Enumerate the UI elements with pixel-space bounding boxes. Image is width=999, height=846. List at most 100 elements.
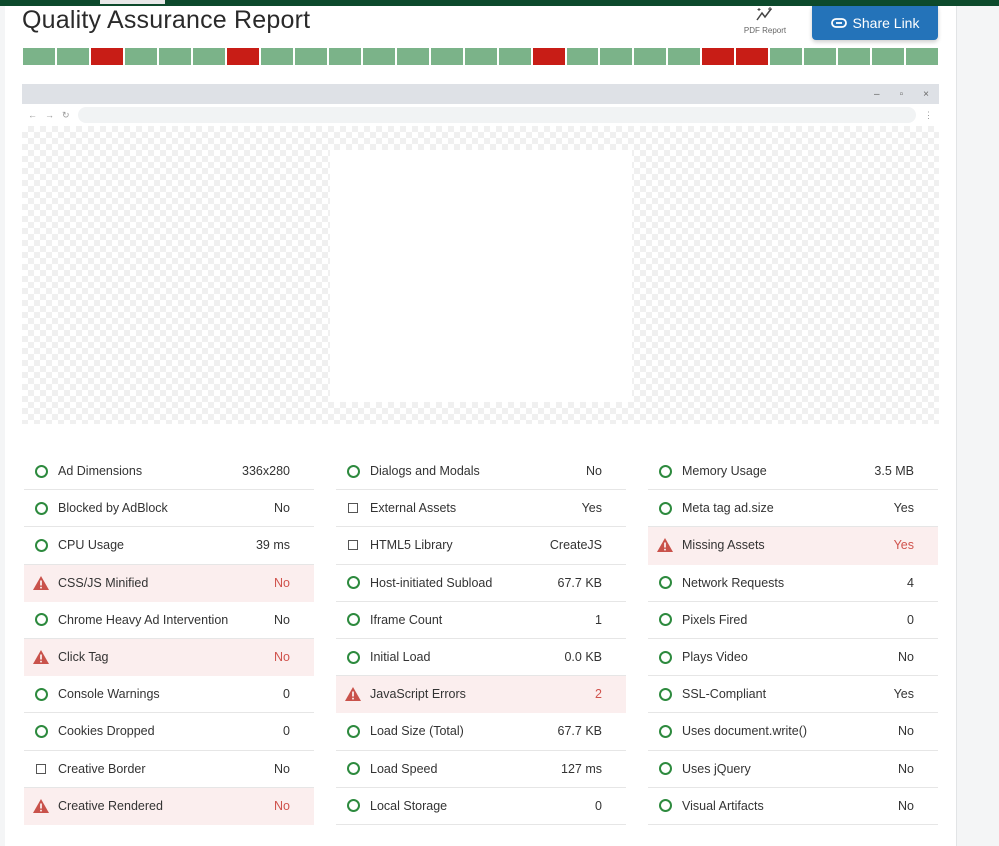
check-label: JavaScript Errors xyxy=(370,687,466,702)
minimize-icon[interactable]: – xyxy=(874,88,880,100)
pass-circle-icon xyxy=(656,762,674,776)
active-nav-tab[interactable] xyxy=(100,0,165,4)
check-row[interactable]: Visual Artifacts No xyxy=(648,788,938,825)
check-label: Ad Dimensions xyxy=(58,464,143,479)
url-input[interactable] xyxy=(77,107,916,123)
status-segment-fail[interactable] xyxy=(226,48,259,65)
check-value: No xyxy=(898,761,914,776)
status-segment-pass[interactable] xyxy=(872,48,905,65)
restore-icon[interactable]: ▫ xyxy=(899,88,904,100)
check-value: No xyxy=(898,798,914,813)
check-row[interactable]: Ad Dimensions 336x280 xyxy=(24,453,314,491)
check-row[interactable]: CSS/JS Minified No xyxy=(24,564,314,602)
status-segment-fail[interactable] xyxy=(532,48,565,65)
pass-circle-icon xyxy=(344,799,362,813)
status-segment-pass[interactable] xyxy=(294,48,327,65)
check-row[interactable]: Load Size (Total) 67.7 KB xyxy=(336,713,626,751)
status-segment-pass[interactable] xyxy=(600,48,633,65)
browser-address-bar: ← → ↻ ⋮ xyxy=(22,104,939,126)
status-segment-pass[interactable] xyxy=(56,48,89,65)
square-icon xyxy=(344,503,362,514)
check-row[interactable]: Memory Usage 3.5 MB xyxy=(648,453,938,491)
check-value: 4 xyxy=(907,575,914,590)
status-segment-pass[interactable] xyxy=(192,48,225,65)
check-row[interactable]: Local Storage 0 xyxy=(336,788,626,825)
check-row[interactable]: Cookies Dropped 0 xyxy=(24,713,314,751)
check-row[interactable]: Dialogs and Modals No xyxy=(336,453,626,491)
check-label: Meta tag ad.size xyxy=(682,501,774,516)
pass-circle-icon xyxy=(32,464,50,478)
status-segment-pass[interactable] xyxy=(566,48,599,65)
status-segment-pass[interactable] xyxy=(770,48,803,65)
pdf-report-button[interactable]: PDF Report xyxy=(735,6,795,35)
check-value: Yes xyxy=(893,538,914,553)
check-row[interactable]: Uses document.write() No xyxy=(648,713,938,751)
check-row[interactable]: Host-initiated Subload 67.7 KB xyxy=(336,565,626,602)
check-value: 1 xyxy=(595,612,602,627)
status-segment-pass[interactable] xyxy=(498,48,531,65)
check-row[interactable]: Creative Rendered No xyxy=(24,787,314,825)
check-row[interactable]: Blocked by AdBlock No xyxy=(24,490,314,528)
pass-circle-icon xyxy=(656,576,674,590)
check-value: Yes xyxy=(893,687,914,702)
pass-circle-icon xyxy=(656,687,674,701)
status-segment-pass[interactable] xyxy=(23,48,55,65)
status-segment-pass[interactable] xyxy=(362,48,395,65)
link-icon xyxy=(830,18,847,28)
check-row[interactable]: CPU Usage 39 ms xyxy=(24,527,314,565)
check-row[interactable]: Network Requests 4 xyxy=(648,565,938,602)
check-row[interactable]: JavaScript Errors 2 xyxy=(336,676,626,714)
check-row[interactable]: HTML5 Library CreateJS xyxy=(336,527,626,565)
check-label: CSS/JS Minified xyxy=(58,575,149,590)
menu-icon[interactable]: ⋮ xyxy=(924,109,933,120)
status-segment-pass[interactable] xyxy=(634,48,667,65)
status-segment-fail[interactable] xyxy=(736,48,769,65)
share-link-button[interactable]: Share Link xyxy=(812,6,938,40)
status-segment-pass[interactable] xyxy=(906,48,939,65)
check-row[interactable]: Meta tag ad.size Yes xyxy=(648,490,938,528)
pass-circle-icon xyxy=(656,464,674,478)
status-segment-fail[interactable] xyxy=(90,48,123,65)
browser-viewport xyxy=(22,126,939,424)
status-segment-pass[interactable] xyxy=(838,48,871,65)
check-row[interactable]: Creative Border No xyxy=(24,751,314,788)
check-row[interactable]: Load Speed 127 ms xyxy=(336,751,626,788)
check-value: Yes xyxy=(893,501,914,516)
check-label: Dialogs and Modals xyxy=(370,464,480,479)
status-segment-pass[interactable] xyxy=(668,48,701,65)
status-segment-pass[interactable] xyxy=(396,48,429,65)
forward-icon[interactable]: → xyxy=(45,110,54,120)
check-row[interactable]: Chrome Heavy Ad Intervention No xyxy=(24,602,314,639)
check-row[interactable]: Plays Video No xyxy=(648,639,938,677)
check-row[interactable]: Iframe Count 1 xyxy=(336,602,626,639)
status-segment-pass[interactable] xyxy=(804,48,837,65)
check-row[interactable]: Uses jQuery No xyxy=(648,751,938,788)
status-segment-fail[interactable] xyxy=(702,48,735,65)
status-segment-pass[interactable] xyxy=(260,48,293,65)
reload-icon[interactable]: ↻ xyxy=(62,109,70,120)
check-label: Host-initiated Subload xyxy=(370,575,493,590)
status-segment-pass[interactable] xyxy=(328,48,361,65)
warning-icon xyxy=(32,798,50,814)
check-row[interactable]: Missing Assets Yes xyxy=(648,527,938,565)
check-value: 0 xyxy=(907,612,914,627)
check-label: Creative Rendered xyxy=(58,798,163,813)
check-row[interactable]: Click Tag No xyxy=(24,638,314,677)
check-value: No xyxy=(274,650,290,665)
check-row[interactable]: SSL-Compliant Yes xyxy=(648,676,938,714)
check-label: Creative Border xyxy=(58,761,146,776)
status-segment-pass[interactable] xyxy=(124,48,157,65)
browser-titlebar: – ▫ × xyxy=(22,84,939,104)
check-row[interactable]: Pixels Fired 0 xyxy=(648,602,938,639)
status-segment-pass[interactable] xyxy=(464,48,497,65)
pass-circle-icon xyxy=(656,724,674,738)
check-row[interactable]: Console Warnings 0 xyxy=(24,676,314,714)
close-icon[interactable]: × xyxy=(923,88,929,100)
browser-preview: – ▫ × ← → ↻ ⋮ xyxy=(22,84,939,424)
check-label: Chrome Heavy Ad Intervention xyxy=(58,612,229,627)
status-segment-pass[interactable] xyxy=(158,48,191,65)
status-segment-pass[interactable] xyxy=(430,48,463,65)
check-row[interactable]: External Assets Yes xyxy=(336,490,626,528)
check-row[interactable]: Initial Load 0.0 KB xyxy=(336,639,626,677)
back-icon[interactable]: ← xyxy=(28,110,37,120)
